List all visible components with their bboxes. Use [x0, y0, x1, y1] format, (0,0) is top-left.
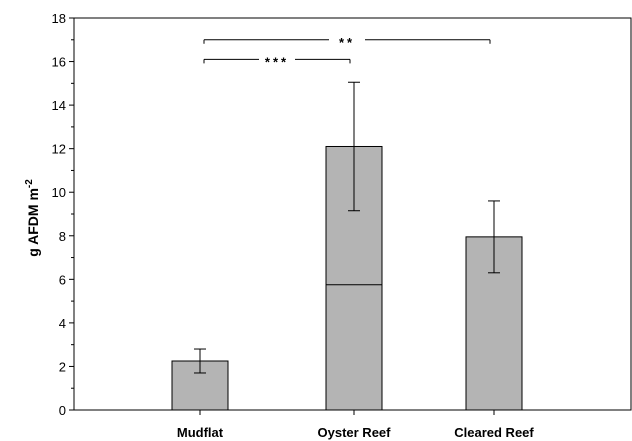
x-tick-label: Oyster Reef [318, 425, 392, 440]
y-tick-label: 18 [52, 11, 66, 26]
y-tick-label: 16 [52, 55, 66, 70]
y-tick-label: 0 [59, 403, 66, 418]
y-tick-label: 8 [59, 229, 66, 244]
y-axis: 0 2 4 6 8 10 12 14 16 18 [52, 11, 74, 418]
y-axis-title: g AFDM m-2 [24, 179, 41, 257]
x-tick-label: Cleared Reef [454, 425, 534, 440]
significance-brackets: ***** [203, 35, 491, 69]
y-tick-label: 10 [52, 185, 66, 200]
bars [171, 81, 523, 411]
y-tick-label: 14 [52, 98, 66, 113]
y-tick-label: 6 [59, 272, 66, 287]
x-axis: Mudflat Oyster Reef Cleared Reef [177, 410, 534, 440]
y-tick-label: 2 [59, 359, 66, 374]
y-tick-label: 4 [59, 316, 66, 331]
sig-label: ** [339, 35, 355, 50]
x-tick-label: Mudflat [177, 425, 224, 440]
y-tick-label: 12 [52, 142, 66, 157]
sig-label: *** [265, 54, 289, 69]
